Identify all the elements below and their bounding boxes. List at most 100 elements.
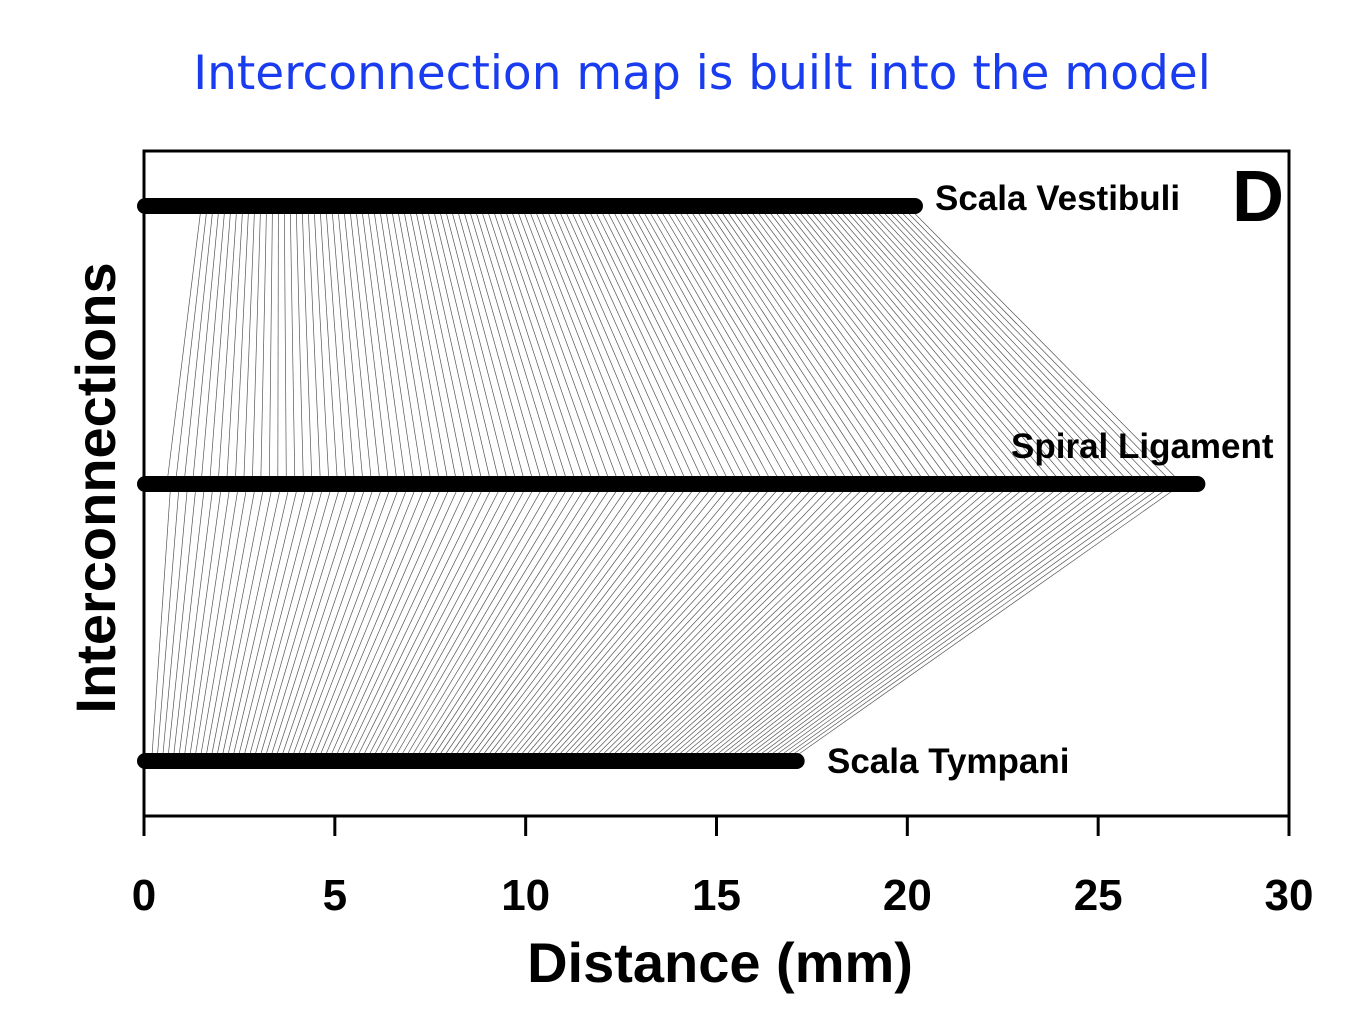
connection-line xyxy=(657,205,825,485)
connection-line xyxy=(426,205,492,485)
connection-line xyxy=(533,205,645,485)
connection-line xyxy=(574,483,843,762)
connection-line xyxy=(188,483,231,762)
connection-line xyxy=(622,205,773,485)
connection-line xyxy=(260,205,267,485)
connection-line xyxy=(665,483,987,762)
connection-line xyxy=(331,205,355,485)
connection-line xyxy=(209,205,232,485)
connection-line xyxy=(634,205,790,485)
connection-line xyxy=(251,205,261,485)
connection-line xyxy=(432,205,500,485)
connection-line xyxy=(473,205,560,485)
connection-line xyxy=(472,483,681,762)
connection-line xyxy=(479,205,569,485)
connection-line xyxy=(595,483,877,762)
connection-line xyxy=(301,483,410,762)
connection-line xyxy=(638,483,945,762)
connection-line xyxy=(734,205,936,485)
connection-line xyxy=(161,483,189,762)
connection-line xyxy=(687,483,1021,762)
connection-line xyxy=(451,483,647,762)
connection-line xyxy=(172,483,206,762)
connection-line xyxy=(539,205,654,485)
connection-line xyxy=(604,205,748,485)
connection-line xyxy=(307,205,321,485)
track-label-spiral-ligament: Spiral Ligament xyxy=(1011,427,1274,466)
connection-line xyxy=(812,205,1046,485)
connection-line xyxy=(521,205,628,485)
connection-line xyxy=(317,483,435,762)
connection-line xyxy=(438,205,509,485)
connection-line xyxy=(420,205,483,485)
connection-line xyxy=(526,483,766,762)
connection-line xyxy=(670,483,996,762)
connection-line xyxy=(669,205,842,485)
connection-line xyxy=(361,205,398,485)
connection-line xyxy=(392,483,554,762)
connection-line xyxy=(301,205,313,485)
connection-line xyxy=(204,483,257,762)
x-tick-label: 15 xyxy=(692,871,741,920)
connection-line xyxy=(586,205,722,485)
connection-line xyxy=(497,205,594,485)
connection-line xyxy=(770,205,987,485)
connection-line xyxy=(349,205,381,485)
connection-line xyxy=(628,205,782,485)
connection-line xyxy=(183,205,214,485)
connection-line xyxy=(509,205,611,485)
connection-line xyxy=(419,483,596,762)
connection-line xyxy=(349,483,486,762)
connection-line xyxy=(192,205,220,485)
connection-line xyxy=(343,205,373,485)
connection-line xyxy=(283,205,287,485)
connection-line xyxy=(601,483,885,762)
connection-line xyxy=(692,483,1030,762)
connection-line xyxy=(328,483,452,762)
y-axis-label: Interconnections xyxy=(64,262,127,713)
connection-line xyxy=(806,205,1038,485)
connection-line xyxy=(723,205,918,485)
connection-line xyxy=(337,205,364,485)
connection-line xyxy=(865,205,1123,485)
connection-line xyxy=(729,205,927,485)
connection-line xyxy=(402,205,458,485)
connection-line xyxy=(175,205,208,485)
connection-line xyxy=(829,205,1072,485)
connection-line xyxy=(580,205,714,485)
connection-line xyxy=(895,205,1166,485)
connection-line xyxy=(794,205,1021,485)
connection-line xyxy=(199,483,248,762)
x-tick-label: 20 xyxy=(883,871,932,920)
connection-line xyxy=(660,483,979,762)
connection-line xyxy=(545,205,663,485)
connection-line xyxy=(414,205,475,485)
x-tick-label: 10 xyxy=(501,871,550,920)
connection-line xyxy=(645,205,808,485)
connection-line xyxy=(376,483,528,762)
x-tick-label: 25 xyxy=(1074,871,1123,920)
tracks xyxy=(137,198,1206,769)
connection-line xyxy=(494,483,715,762)
connection-line xyxy=(735,483,1098,762)
connection-line xyxy=(788,483,1183,762)
connection-line xyxy=(360,483,503,762)
connection-line xyxy=(322,483,444,762)
connection-line xyxy=(167,483,197,762)
connection-line xyxy=(478,483,690,762)
connection-line xyxy=(756,483,1132,762)
x-tick-label: 30 xyxy=(1265,871,1314,920)
connection-line xyxy=(210,483,265,762)
connection-line xyxy=(746,205,953,485)
connection-line xyxy=(859,205,1115,485)
connection-line xyxy=(767,483,1149,762)
connection-line xyxy=(703,483,1047,762)
connection-line xyxy=(818,205,1055,485)
connection-line xyxy=(333,483,461,762)
connection-line xyxy=(483,483,698,762)
x-axis-ticks: 0 5 10 15 20 25 30 xyxy=(132,816,1314,920)
connection-line xyxy=(277,205,279,485)
connection-line xyxy=(396,205,449,485)
connection-line xyxy=(841,205,1089,485)
connection-line xyxy=(367,205,407,485)
